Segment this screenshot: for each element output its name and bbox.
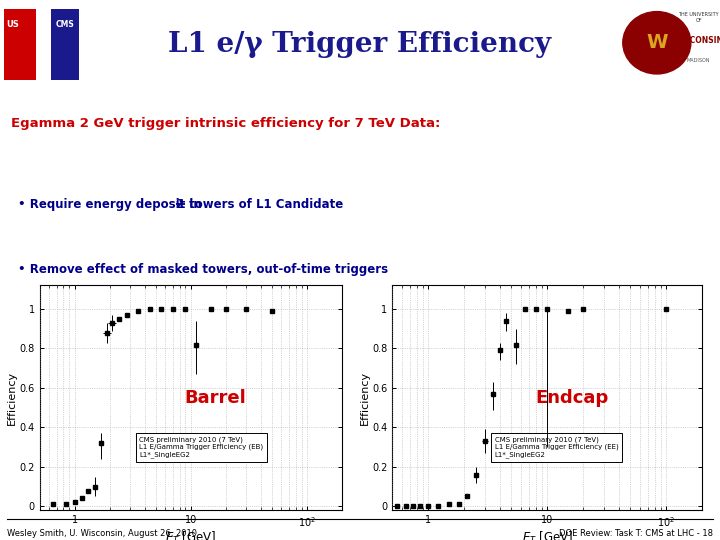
Text: WISCONSIN: WISCONSIN [674, 36, 720, 45]
Text: MADISON: MADISON [687, 58, 711, 63]
Text: CMS preliminary 2010 (7 TeV)
L1 E/Gamma Trigger Efficiency (EE)
L1*_SingleEG2: CMS preliminary 2010 (7 TeV) L1 E/Gamma … [495, 436, 618, 458]
Text: Endcap: Endcap [536, 389, 608, 407]
Text: L1 e/γ Trigger Efficiency: L1 e/γ Trigger Efficiency [168, 31, 552, 58]
Text: • Require energy deposit in: • Require energy deposit in [18, 198, 206, 211]
Y-axis label: Efficiency: Efficiency [359, 371, 369, 425]
Text: Barrel: Barrel [184, 389, 246, 407]
Text: 2: 2 [175, 198, 184, 211]
Text: Wesley Smith, U. Wisconsin, August 26, 2010: Wesley Smith, U. Wisconsin, August 26, 2… [7, 529, 197, 538]
Text: US: US [6, 21, 19, 30]
Text: W: W [646, 33, 667, 52]
Text: CMS: CMS [55, 21, 74, 30]
X-axis label: $E_T$ [GeV]: $E_T$ [GeV] [166, 530, 216, 540]
Text: Egamma 2 GeV trigger intrinsic efficiency for 7 TeV Data:: Egamma 2 GeV trigger intrinsic efficienc… [11, 117, 440, 130]
Text: towers of L1 Candidate: towers of L1 Candidate [185, 198, 343, 211]
Text: CMS preliminary 2010 (7 TeV)
L1 E/Gamma Trigger Efficiency (EB)
L1*_SingleEG2: CMS preliminary 2010 (7 TeV) L1 E/Gamma … [140, 436, 264, 458]
Text: DOE Review: Task T: CMS at LHC - 18: DOE Review: Task T: CMS at LHC - 18 [559, 529, 713, 538]
Bar [35, 9, 50, 80]
Bar [50, 9, 78, 80]
Text: THE UNIVERSITY
OF: THE UNIVERSITY OF [678, 12, 719, 23]
Text: • Remove effect of masked towers, out-of-time triggers: • Remove effect of masked towers, out-of… [18, 263, 388, 276]
X-axis label: $E_T$ [GeV]: $E_T$ [GeV] [522, 530, 572, 540]
Bar [4, 9, 35, 80]
Y-axis label: Efficiency: Efficiency [6, 371, 17, 425]
Circle shape [623, 11, 691, 74]
